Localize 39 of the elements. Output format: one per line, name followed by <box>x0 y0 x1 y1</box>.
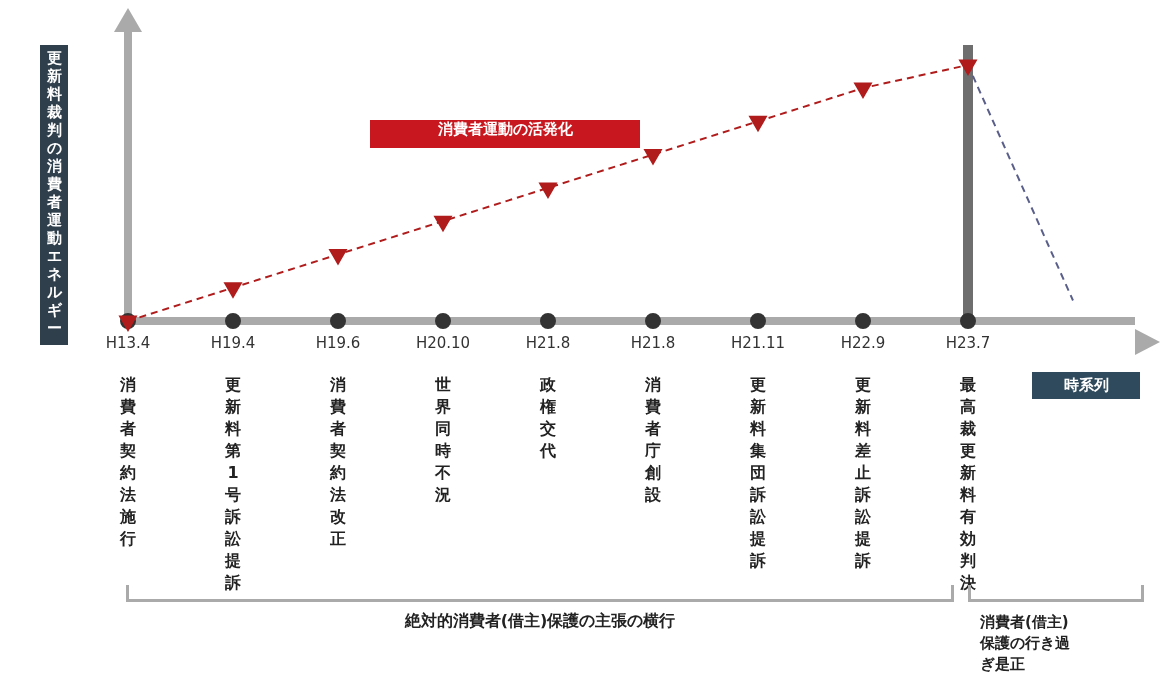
point <box>330 313 346 329</box>
text: 消費者契約法改正 <box>329 375 346 549</box>
banner: 消費者運動の活発化 <box>370 120 640 148</box>
x-tick-label: H21.8 <box>525 333 571 352</box>
text: 消費者庁創設 <box>644 375 662 505</box>
text: 更新料集団訴訟提訴 <box>750 375 766 571</box>
text: 更新料第1号訴訟提訴 <box>225 375 241 593</box>
x-tick-label: H23.7 <box>945 333 991 352</box>
point <box>855 313 871 329</box>
text: 政権交代 <box>539 375 557 461</box>
point <box>749 115 767 132</box>
point <box>224 282 242 298</box>
point <box>750 313 766 329</box>
x-tick-label: H19.6 <box>315 333 361 352</box>
text: 更新料裁判の消費者運動エネルギー <box>46 49 62 338</box>
text: 消費者(借主)保護の行き過ぎ是正 <box>980 612 1071 675</box>
text: 世界同時不況 <box>434 375 451 505</box>
point <box>960 313 976 329</box>
x-tick-label: H22.9 <box>840 333 886 352</box>
point <box>434 215 452 232</box>
text: 消費者契約法施行 <box>119 375 137 549</box>
x-tick-label: H19.4 <box>210 333 256 352</box>
point <box>540 313 556 329</box>
x-tick-label: H21.11 <box>730 333 786 352</box>
x-tick-label: H20.10 <box>415 333 471 352</box>
x-tick-label: H21.8 <box>630 333 676 352</box>
x-axis-title: 時系列 <box>1063 375 1109 394</box>
x-tick-label: H13.4 <box>105 333 151 352</box>
point <box>959 59 977 75</box>
point <box>539 182 557 198</box>
text: 最高裁更新料有効判決 <box>960 375 976 593</box>
point <box>329 248 347 265</box>
text: 更新料差止訴訟提訴 <box>855 375 871 571</box>
point <box>644 149 662 165</box>
point <box>435 313 451 329</box>
text: 絶対的消費者(借主)保護の主張の横行 <box>403 611 676 631</box>
point <box>225 313 241 329</box>
point <box>645 313 661 329</box>
point <box>854 82 872 99</box>
